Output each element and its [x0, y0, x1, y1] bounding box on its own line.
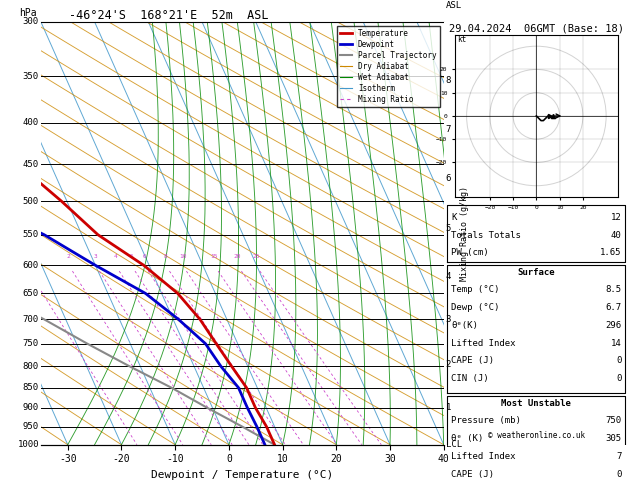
Text: 350: 350 — [23, 71, 39, 81]
Text: 750: 750 — [606, 417, 621, 425]
Text: 0: 0 — [616, 374, 621, 383]
Text: Lifted Index: Lifted Index — [451, 452, 516, 461]
Legend: Temperature, Dewpoint, Parcel Trajectory, Dry Adiabat, Wet Adiabat, Isotherm, Mi: Temperature, Dewpoint, Parcel Trajectory… — [337, 26, 440, 107]
Text: 10: 10 — [179, 254, 186, 260]
Text: 305: 305 — [606, 434, 621, 443]
Text: 5: 5 — [446, 224, 451, 233]
Text: 750: 750 — [23, 339, 39, 348]
Text: 850: 850 — [23, 383, 39, 392]
Text: 800: 800 — [23, 362, 39, 371]
Text: 1.65: 1.65 — [600, 248, 621, 258]
Text: Surface: Surface — [518, 268, 555, 277]
Text: 7: 7 — [446, 125, 451, 134]
Text: θᵉ (K): θᵉ (K) — [451, 434, 484, 443]
Text: K: K — [451, 213, 457, 222]
Text: 950: 950 — [23, 422, 39, 431]
Text: 1: 1 — [446, 403, 451, 412]
Text: 650: 650 — [23, 289, 39, 298]
Text: 6: 6 — [446, 174, 451, 183]
Text: PW (cm): PW (cm) — [451, 248, 489, 258]
Text: 7: 7 — [616, 452, 621, 461]
Text: Totals Totals: Totals Totals — [451, 231, 521, 240]
Text: 2: 2 — [67, 254, 70, 260]
Text: 4: 4 — [114, 254, 118, 260]
Text: 8: 8 — [446, 76, 451, 86]
Text: CIN (J): CIN (J) — [451, 374, 489, 383]
Text: 29.04.2024  06GMT (Base: 18): 29.04.2024 06GMT (Base: 18) — [449, 24, 624, 34]
Text: km
ASL: km ASL — [446, 0, 462, 10]
Text: hPa: hPa — [19, 8, 36, 17]
Text: 400: 400 — [23, 119, 39, 127]
Text: 450: 450 — [23, 160, 39, 169]
Text: 8: 8 — [164, 254, 167, 260]
Text: 8.5: 8.5 — [606, 285, 621, 295]
Text: Lifted Index: Lifted Index — [451, 339, 516, 347]
Text: 12: 12 — [611, 213, 621, 222]
Text: 5: 5 — [130, 254, 133, 260]
Text: 550: 550 — [23, 230, 39, 239]
Text: CAPE (J): CAPE (J) — [451, 356, 494, 365]
Text: 25: 25 — [252, 254, 260, 260]
Text: Pressure (mb): Pressure (mb) — [451, 417, 521, 425]
Text: © weatheronline.co.uk: © weatheronline.co.uk — [488, 432, 585, 440]
Text: 40: 40 — [611, 231, 621, 240]
Text: 3: 3 — [94, 254, 97, 260]
Text: 300: 300 — [23, 17, 39, 26]
Text: CAPE (J): CAPE (J) — [451, 469, 494, 479]
Text: 500: 500 — [23, 197, 39, 206]
Text: 0: 0 — [616, 469, 621, 479]
Text: 6.7: 6.7 — [606, 303, 621, 312]
Text: 600: 600 — [23, 261, 39, 270]
Text: Dewp (°C): Dewp (°C) — [451, 303, 499, 312]
Text: Temp (°C): Temp (°C) — [451, 285, 499, 295]
Text: 14: 14 — [611, 339, 621, 347]
Text: 3: 3 — [446, 315, 451, 324]
Text: 900: 900 — [23, 403, 39, 412]
Text: 6: 6 — [143, 254, 147, 260]
Text: 0: 0 — [616, 356, 621, 365]
Text: 4: 4 — [446, 272, 451, 281]
Text: 15: 15 — [211, 254, 218, 260]
Text: Mixing Ratio (g/kg): Mixing Ratio (g/kg) — [460, 186, 469, 281]
X-axis label: Dewpoint / Temperature (°C): Dewpoint / Temperature (°C) — [151, 470, 333, 480]
Text: 296: 296 — [606, 321, 621, 330]
Text: θᵉ(K): θᵉ(K) — [451, 321, 478, 330]
Text: 20: 20 — [234, 254, 241, 260]
Text: LCL: LCL — [446, 440, 462, 449]
Text: 700: 700 — [23, 315, 39, 324]
Text: 1000: 1000 — [18, 440, 39, 449]
Text: Most Unstable: Most Unstable — [501, 399, 571, 408]
Text: 2: 2 — [446, 360, 451, 368]
Text: -46°24'S  168°21'E  52m  ASL: -46°24'S 168°21'E 52m ASL — [69, 9, 269, 22]
